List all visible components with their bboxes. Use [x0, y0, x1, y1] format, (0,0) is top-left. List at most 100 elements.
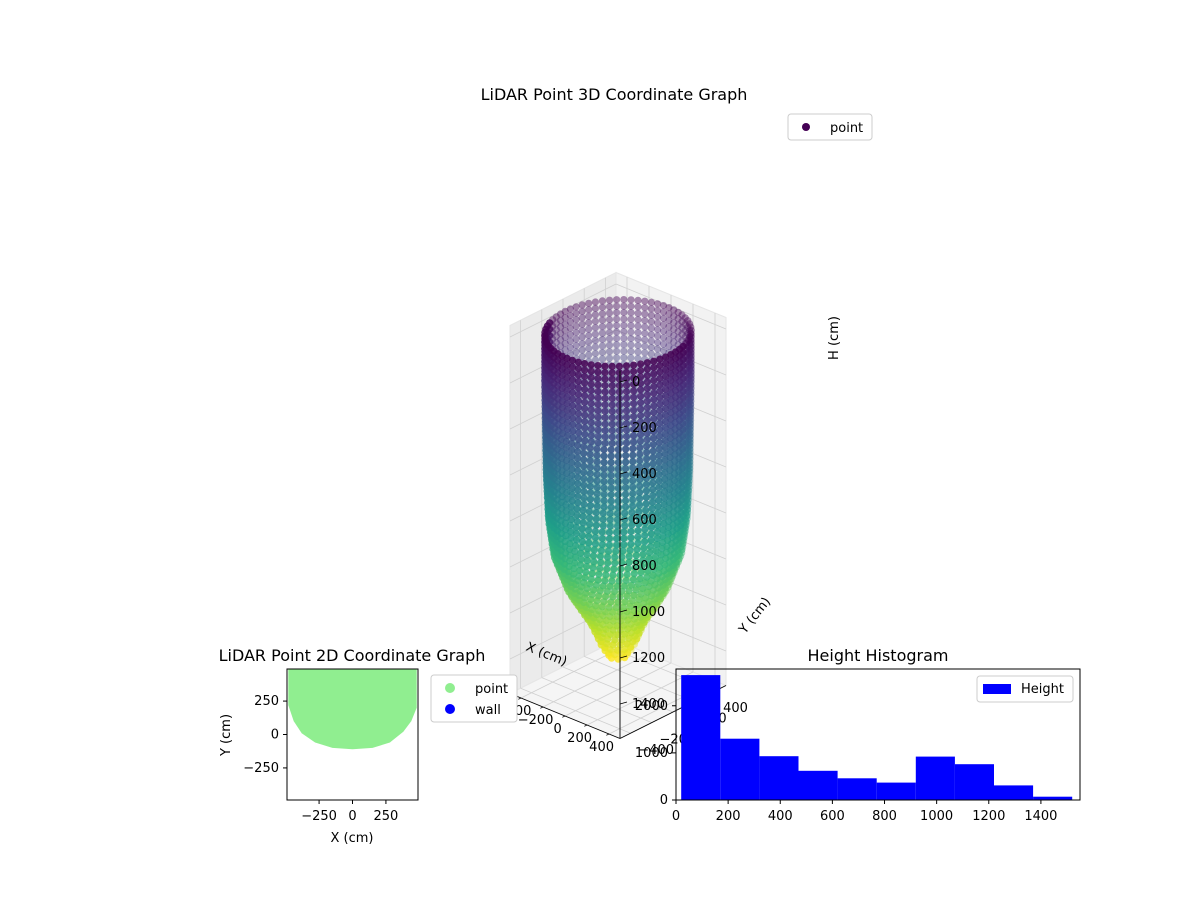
- point-marker: [649, 441, 657, 449]
- point-marker: [568, 401, 577, 410]
- histogram-ticks: 0 200 400 600 800 1000 1200 1400 0 1000 2000: [635, 699, 1058, 824]
- point-marker: [685, 368, 693, 376]
- point-marker: [581, 424, 589, 432]
- point-marker: [556, 342, 565, 350]
- point-marker: [608, 427, 616, 435]
- point-marker: [608, 420, 616, 428]
- point-marker: [684, 448, 692, 456]
- point-marker: [650, 408, 658, 417]
- point-marker: [563, 374, 571, 382]
- point-marker: [630, 374, 638, 382]
- point-marker: [573, 505, 581, 513]
- point-marker: [563, 431, 572, 440]
- point-marker: [630, 380, 638, 388]
- z-tick-mark-3d: [619, 609, 628, 613]
- point-marker: [563, 387, 571, 395]
- point-marker: [670, 312, 678, 320]
- point-marker: [601, 375, 609, 383]
- point-marker: [683, 464, 692, 473]
- lidar-3d-chart: LiDAR Point 3D Coordinate Graph −400 −200…: [481, 85, 873, 758]
- point-marker: [636, 437, 645, 445]
- legend-2d-marker-point: [445, 683, 455, 693]
- point-marker: [622, 576, 630, 585]
- z-tick-label-3d: 600: [632, 513, 657, 528]
- point-marker: [594, 426, 602, 434]
- point-marker: [635, 507, 643, 516]
- point-marker: [573, 517, 581, 526]
- point-marker: [608, 369, 616, 377]
- point-marker: [582, 568, 590, 576]
- point-marker: [570, 570, 578, 578]
- point-marker: [597, 559, 605, 567]
- point-marker: [687, 329, 695, 338]
- point-marker: [648, 511, 656, 519]
- point-marker: [585, 312, 593, 320]
- point-marker: [614, 503, 623, 511]
- point-marker: [578, 538, 587, 546]
- point-marker: [685, 461, 693, 469]
- point-marker: [572, 322, 580, 330]
- point-marker: [640, 544, 648, 552]
- point-marker: [613, 541, 621, 549]
- lidar-2d-chart: LiDAR Point 2D Coordinate Graph −250 0 250…: [219, 646, 518, 846]
- point-marker: [572, 530, 580, 538]
- point-marker: [574, 365, 583, 373]
- point-marker: [649, 473, 657, 481]
- point-marker: [643, 410, 651, 418]
- point-marker: [627, 341, 635, 349]
- point-marker: [655, 458, 663, 466]
- point-marker: [615, 433, 624, 441]
- point-marker: [594, 394, 602, 402]
- point-marker: [646, 542, 655, 551]
- point-marker: [687, 375, 695, 383]
- point-marker: [587, 501, 595, 510]
- point-marker: [585, 299, 593, 307]
- point-marker: [684, 419, 692, 428]
- point-marker: [659, 302, 668, 310]
- point-marker: [605, 541, 614, 549]
- point-marker: [605, 528, 614, 537]
- point-marker: [637, 392, 645, 400]
- point-marker: [586, 520, 594, 528]
- point-marker: [627, 328, 635, 336]
- point-marker: [687, 342, 695, 350]
- point-marker: [580, 488, 588, 496]
- point-marker: [593, 483, 601, 491]
- point-marker: [607, 471, 615, 479]
- point-marker: [600, 458, 608, 466]
- point-marker: [684, 323, 692, 331]
- legend-histogram-swatch: [983, 684, 1011, 694]
- point-marker: [563, 393, 571, 401]
- point-marker: [614, 458, 623, 467]
- z-tick-mark-3d: [619, 379, 628, 383]
- point-marker: [650, 396, 658, 404]
- point-marker: [686, 365, 694, 373]
- point-marker: [685, 362, 693, 370]
- point-marker: [636, 488, 644, 496]
- point-marker: [683, 471, 691, 479]
- point-marker: [613, 522, 622, 530]
- point-marker: [655, 439, 663, 447]
- point-marker: [684, 336, 692, 344]
- x-tick-mark-3d: [540, 706, 544, 709]
- point-marker: [653, 528, 662, 536]
- point-marker: [608, 388, 616, 396]
- point-marker: [659, 321, 668, 329]
- point-marker: [583, 551, 591, 559]
- point-marker: [613, 528, 621, 537]
- point-marker: [573, 511, 581, 519]
- point-marker: [682, 521, 690, 529]
- point-marker: [601, 381, 609, 390]
- point-marker: [636, 463, 644, 471]
- y-tick-label-histogram: 1000: [635, 746, 668, 761]
- point-marker: [571, 559, 579, 567]
- point-marker: [620, 534, 628, 543]
- point-marker: [615, 420, 624, 428]
- point-marker: [650, 357, 658, 365]
- point-marker: [653, 541, 661, 549]
- point-marker: [589, 564, 597, 572]
- point-marker: [607, 497, 615, 505]
- point-marker: [627, 334, 635, 343]
- point-marker: [568, 439, 576, 448]
